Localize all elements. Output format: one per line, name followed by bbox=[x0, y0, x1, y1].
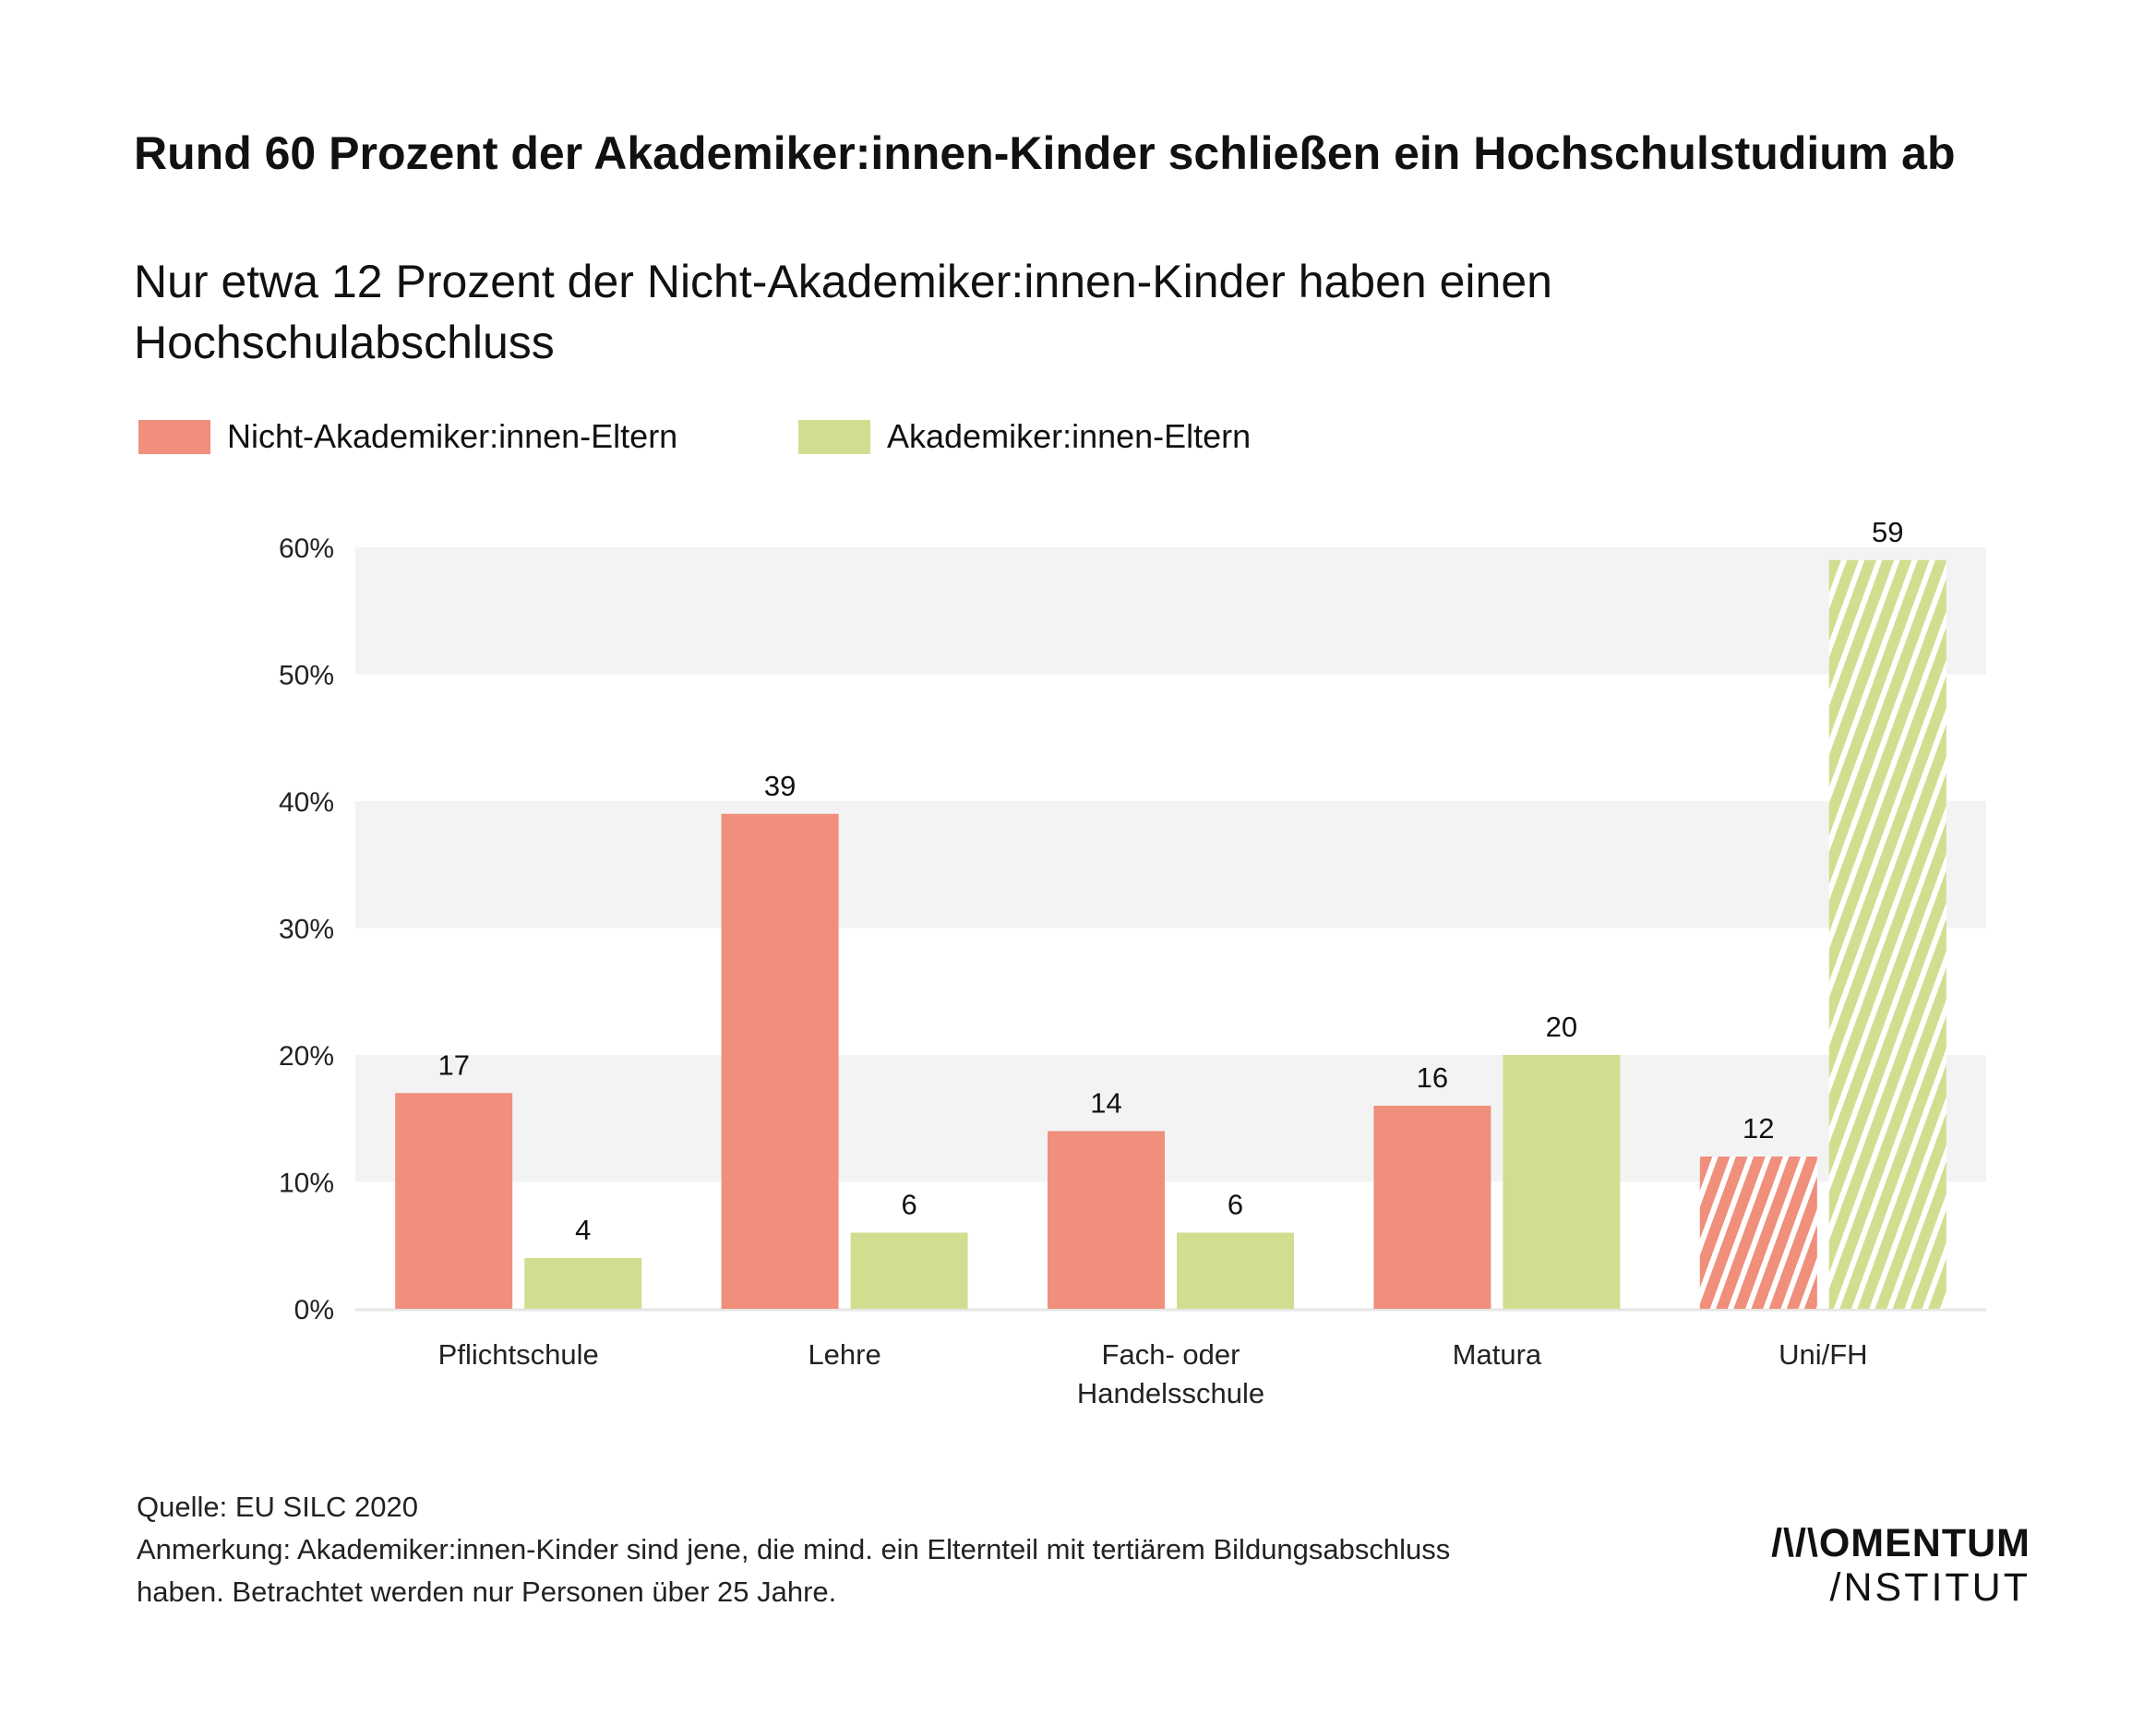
chart-title: Rund 60 Prozent der Akademiker:innen-Kin… bbox=[134, 127, 1956, 179]
bar bbox=[395, 1093, 513, 1309]
bar bbox=[850, 1232, 968, 1309]
chart-subtitle: Nur etwa 12 Prozent der Nicht-Akademiker… bbox=[134, 256, 1552, 368]
category-label: Pflichtschule bbox=[438, 1338, 599, 1371]
y-tick-label: 30% bbox=[279, 915, 334, 945]
bar bbox=[524, 1258, 642, 1309]
legend-swatch-academic bbox=[798, 419, 870, 454]
bar bbox=[1373, 1106, 1491, 1309]
y-tick-label: 40% bbox=[279, 787, 334, 818]
category-label: Matura bbox=[1453, 1338, 1542, 1371]
grid-band bbox=[355, 801, 1986, 929]
data-label: 59 bbox=[1872, 516, 1903, 548]
data-label: 20 bbox=[1546, 1011, 1577, 1043]
value-labels: 17 4 39 6 14 6 16 20 12 59 bbox=[437, 516, 1903, 1246]
data-label: 6 bbox=[901, 1189, 916, 1221]
data-label: 6 bbox=[1228, 1189, 1243, 1221]
bar bbox=[1177, 1232, 1294, 1309]
source-note: Quelle: EU SILC 2020 bbox=[137, 1491, 419, 1523]
bars bbox=[395, 559, 1946, 1309]
legend-item-non-academic: Nicht-Akademiker:innen-Eltern bbox=[138, 414, 677, 460]
y-tick-label: 60% bbox=[279, 533, 334, 564]
bar-chart: 0% 10% 20% 30% 40% 50% 60% 17 4 39 6 14 6 16 20 12 59 P… bbox=[279, 516, 1986, 1409]
data-label: 14 bbox=[1090, 1087, 1121, 1120]
y-tick-label: 20% bbox=[279, 1041, 334, 1072]
category-label: Lehre bbox=[808, 1338, 880, 1371]
bar bbox=[1503, 1055, 1621, 1309]
legend-item-academic: Akademiker:innen-Eltern bbox=[798, 414, 1251, 460]
data-label: 16 bbox=[1417, 1061, 1448, 1094]
logo-line-2: /NSTITUT bbox=[1829, 1565, 2030, 1610]
bar bbox=[1828, 559, 1946, 1309]
y-tick-label: 10% bbox=[279, 1169, 334, 1199]
data-label: 17 bbox=[437, 1049, 469, 1081]
bar bbox=[1699, 1157, 1817, 1309]
grid-bands bbox=[355, 547, 1986, 1182]
category-label: Fach- oder bbox=[1102, 1338, 1240, 1371]
data-label: 39 bbox=[764, 770, 796, 802]
legend-swatch-non-academic bbox=[138, 419, 210, 454]
legend-label-academic: Akademiker:innen-Eltern bbox=[887, 417, 1252, 455]
bar bbox=[1048, 1131, 1165, 1309]
data-label: 12 bbox=[1743, 1112, 1774, 1145]
category-labels: Pflichtschule Lehre Fach- oder Handelsschul… bbox=[438, 1338, 1868, 1409]
brand-logo: /\/\OMENTUM /NSTITUT bbox=[1754, 1521, 2030, 1610]
y-axis: 0% 10% 20% 30% 40% 50% 60% bbox=[279, 533, 334, 1325]
category-label: Uni/FH bbox=[1779, 1338, 1867, 1371]
bar bbox=[721, 813, 839, 1309]
legend-label-non-academic: Nicht-Akademiker:innen-Eltern bbox=[227, 417, 678, 455]
category-label: Handelsschule bbox=[1077, 1377, 1264, 1409]
y-tick-label: 50% bbox=[279, 661, 334, 691]
y-tick-label: 0% bbox=[294, 1295, 334, 1325]
grid-band bbox=[355, 547, 1986, 675]
data-label: 4 bbox=[575, 1214, 591, 1246]
footnote: Anmerkung: Akademiker:innen-Kinder sind … bbox=[137, 1533, 1451, 1608]
logo-line-1: /\/\OMENTUM bbox=[1771, 1521, 2030, 1565]
